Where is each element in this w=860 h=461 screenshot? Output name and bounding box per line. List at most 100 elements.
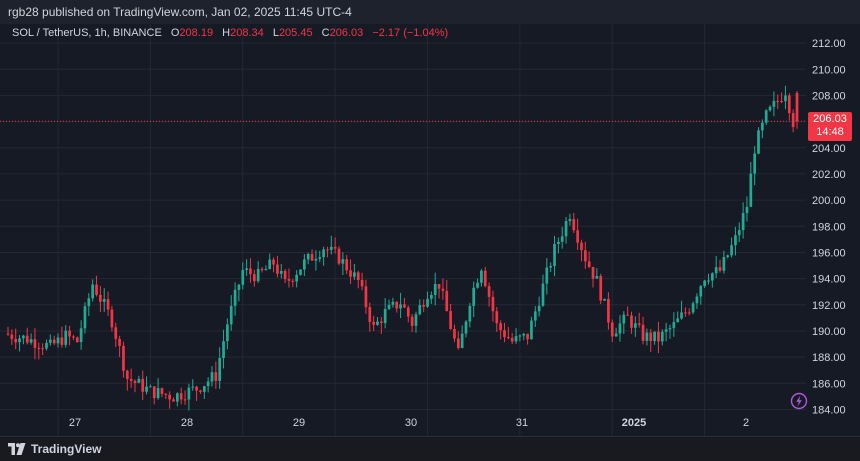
candle[interactable] xyxy=(137,375,141,384)
candle[interactable] xyxy=(303,254,306,277)
candle[interactable] xyxy=(272,257,275,273)
candle[interactable] xyxy=(175,392,179,407)
candle[interactable] xyxy=(195,385,198,401)
candle[interactable] xyxy=(710,272,714,288)
candle[interactable] xyxy=(25,327,29,345)
candle[interactable] xyxy=(326,246,329,258)
candle[interactable] xyxy=(503,322,506,343)
candle[interactable] xyxy=(252,269,256,287)
candle[interactable] xyxy=(572,212,576,234)
candle[interactable] xyxy=(226,318,229,350)
candle[interactable] xyxy=(722,250,726,274)
candle[interactable] xyxy=(664,322,668,342)
candle[interactable] xyxy=(483,266,487,288)
candle[interactable] xyxy=(99,285,102,312)
candle[interactable] xyxy=(557,237,560,254)
candle[interactable] xyxy=(684,307,687,317)
candle[interactable] xyxy=(37,342,41,360)
candle[interactable] xyxy=(537,296,541,317)
candle[interactable] xyxy=(256,261,260,283)
candle[interactable] xyxy=(614,327,618,337)
candle[interactable] xyxy=(310,249,314,261)
candle[interactable] xyxy=(60,326,64,348)
candle[interactable] xyxy=(787,93,791,121)
candle[interactable] xyxy=(329,235,333,255)
candle[interactable] xyxy=(322,246,325,266)
candle[interactable] xyxy=(379,317,383,334)
candle[interactable] xyxy=(745,196,749,222)
candle[interactable] xyxy=(714,255,718,278)
candle[interactable] xyxy=(406,305,410,323)
candle[interactable] xyxy=(133,379,137,393)
candle[interactable] xyxy=(583,241,587,269)
candle[interactable] xyxy=(522,333,526,341)
candle[interactable] xyxy=(260,266,264,273)
candle[interactable] xyxy=(422,299,426,313)
candle[interactable] xyxy=(476,278,479,289)
candle[interactable] xyxy=(757,127,760,155)
candle[interactable] xyxy=(145,376,148,395)
candle[interactable] xyxy=(222,329,225,369)
candle[interactable] xyxy=(653,331,656,345)
candle[interactable] xyxy=(152,386,156,405)
candle[interactable] xyxy=(499,320,502,340)
candle[interactable] xyxy=(691,301,695,315)
candle[interactable] xyxy=(676,311,680,323)
candle[interactable] xyxy=(122,341,125,378)
candle[interactable] xyxy=(472,281,476,318)
candle[interactable] xyxy=(734,226,737,256)
candle[interactable] xyxy=(468,302,472,328)
candle[interactable] xyxy=(237,283,241,302)
candle[interactable] xyxy=(726,254,730,259)
candle[interactable] xyxy=(233,282,237,316)
candle[interactable] xyxy=(383,298,387,329)
candle[interactable] xyxy=(414,311,418,333)
candle[interactable] xyxy=(279,263,283,279)
candle[interactable] xyxy=(48,334,52,346)
candle[interactable] xyxy=(356,270,360,289)
symbol-name[interactable]: SOL / TetherUS, 1h, BINANCE xyxy=(12,27,162,39)
candle[interactable] xyxy=(395,301,399,313)
candlestick-chart[interactable]: 184.00 186.00 188.00 190.00 192.00 194.00 196.… xyxy=(0,24,860,436)
candle[interactable] xyxy=(599,273,603,305)
candle[interactable] xyxy=(737,222,741,242)
candle[interactable] xyxy=(353,264,356,280)
candle[interactable] xyxy=(91,279,95,302)
candle[interactable] xyxy=(607,292,610,330)
candle[interactable] xyxy=(191,379,195,391)
candle[interactable] xyxy=(718,259,722,273)
candle[interactable] xyxy=(268,253,272,270)
candle[interactable] xyxy=(622,311,626,334)
candle[interactable] xyxy=(349,259,352,285)
y-axis[interactable]: 184.00 186.00 188.00 190.00 192.00 194.00 196.… xyxy=(806,24,860,436)
candle[interactable] xyxy=(591,266,595,288)
candle[interactable] xyxy=(637,312,641,328)
candle[interactable] xyxy=(495,307,499,332)
candle[interactable] xyxy=(657,321,660,354)
candle[interactable] xyxy=(699,284,703,305)
candle[interactable] xyxy=(553,235,556,277)
candle[interactable] xyxy=(241,262,245,290)
candle[interactable] xyxy=(626,306,630,316)
candle[interactable] xyxy=(68,325,71,346)
candle[interactable] xyxy=(341,252,345,275)
candle[interactable] xyxy=(95,275,98,297)
candle[interactable] xyxy=(441,278,445,300)
candle[interactable] xyxy=(595,268,599,279)
candle[interactable] xyxy=(160,387,164,398)
candle[interactable] xyxy=(368,302,372,332)
candle[interactable] xyxy=(29,333,33,345)
candle[interactable] xyxy=(580,239,583,262)
lightning-icon[interactable] xyxy=(790,392,808,410)
candle[interactable] xyxy=(761,119,764,139)
candle[interactable] xyxy=(6,326,10,336)
candle[interactable] xyxy=(568,213,572,226)
candle[interactable] xyxy=(45,339,48,351)
candle[interactable] xyxy=(245,259,248,276)
candle[interactable] xyxy=(399,292,402,319)
candle[interactable] xyxy=(533,306,537,327)
candle[interactable] xyxy=(695,293,699,310)
candle[interactable] xyxy=(72,334,75,341)
candle[interactable] xyxy=(603,298,606,301)
candle[interactable] xyxy=(668,324,672,339)
